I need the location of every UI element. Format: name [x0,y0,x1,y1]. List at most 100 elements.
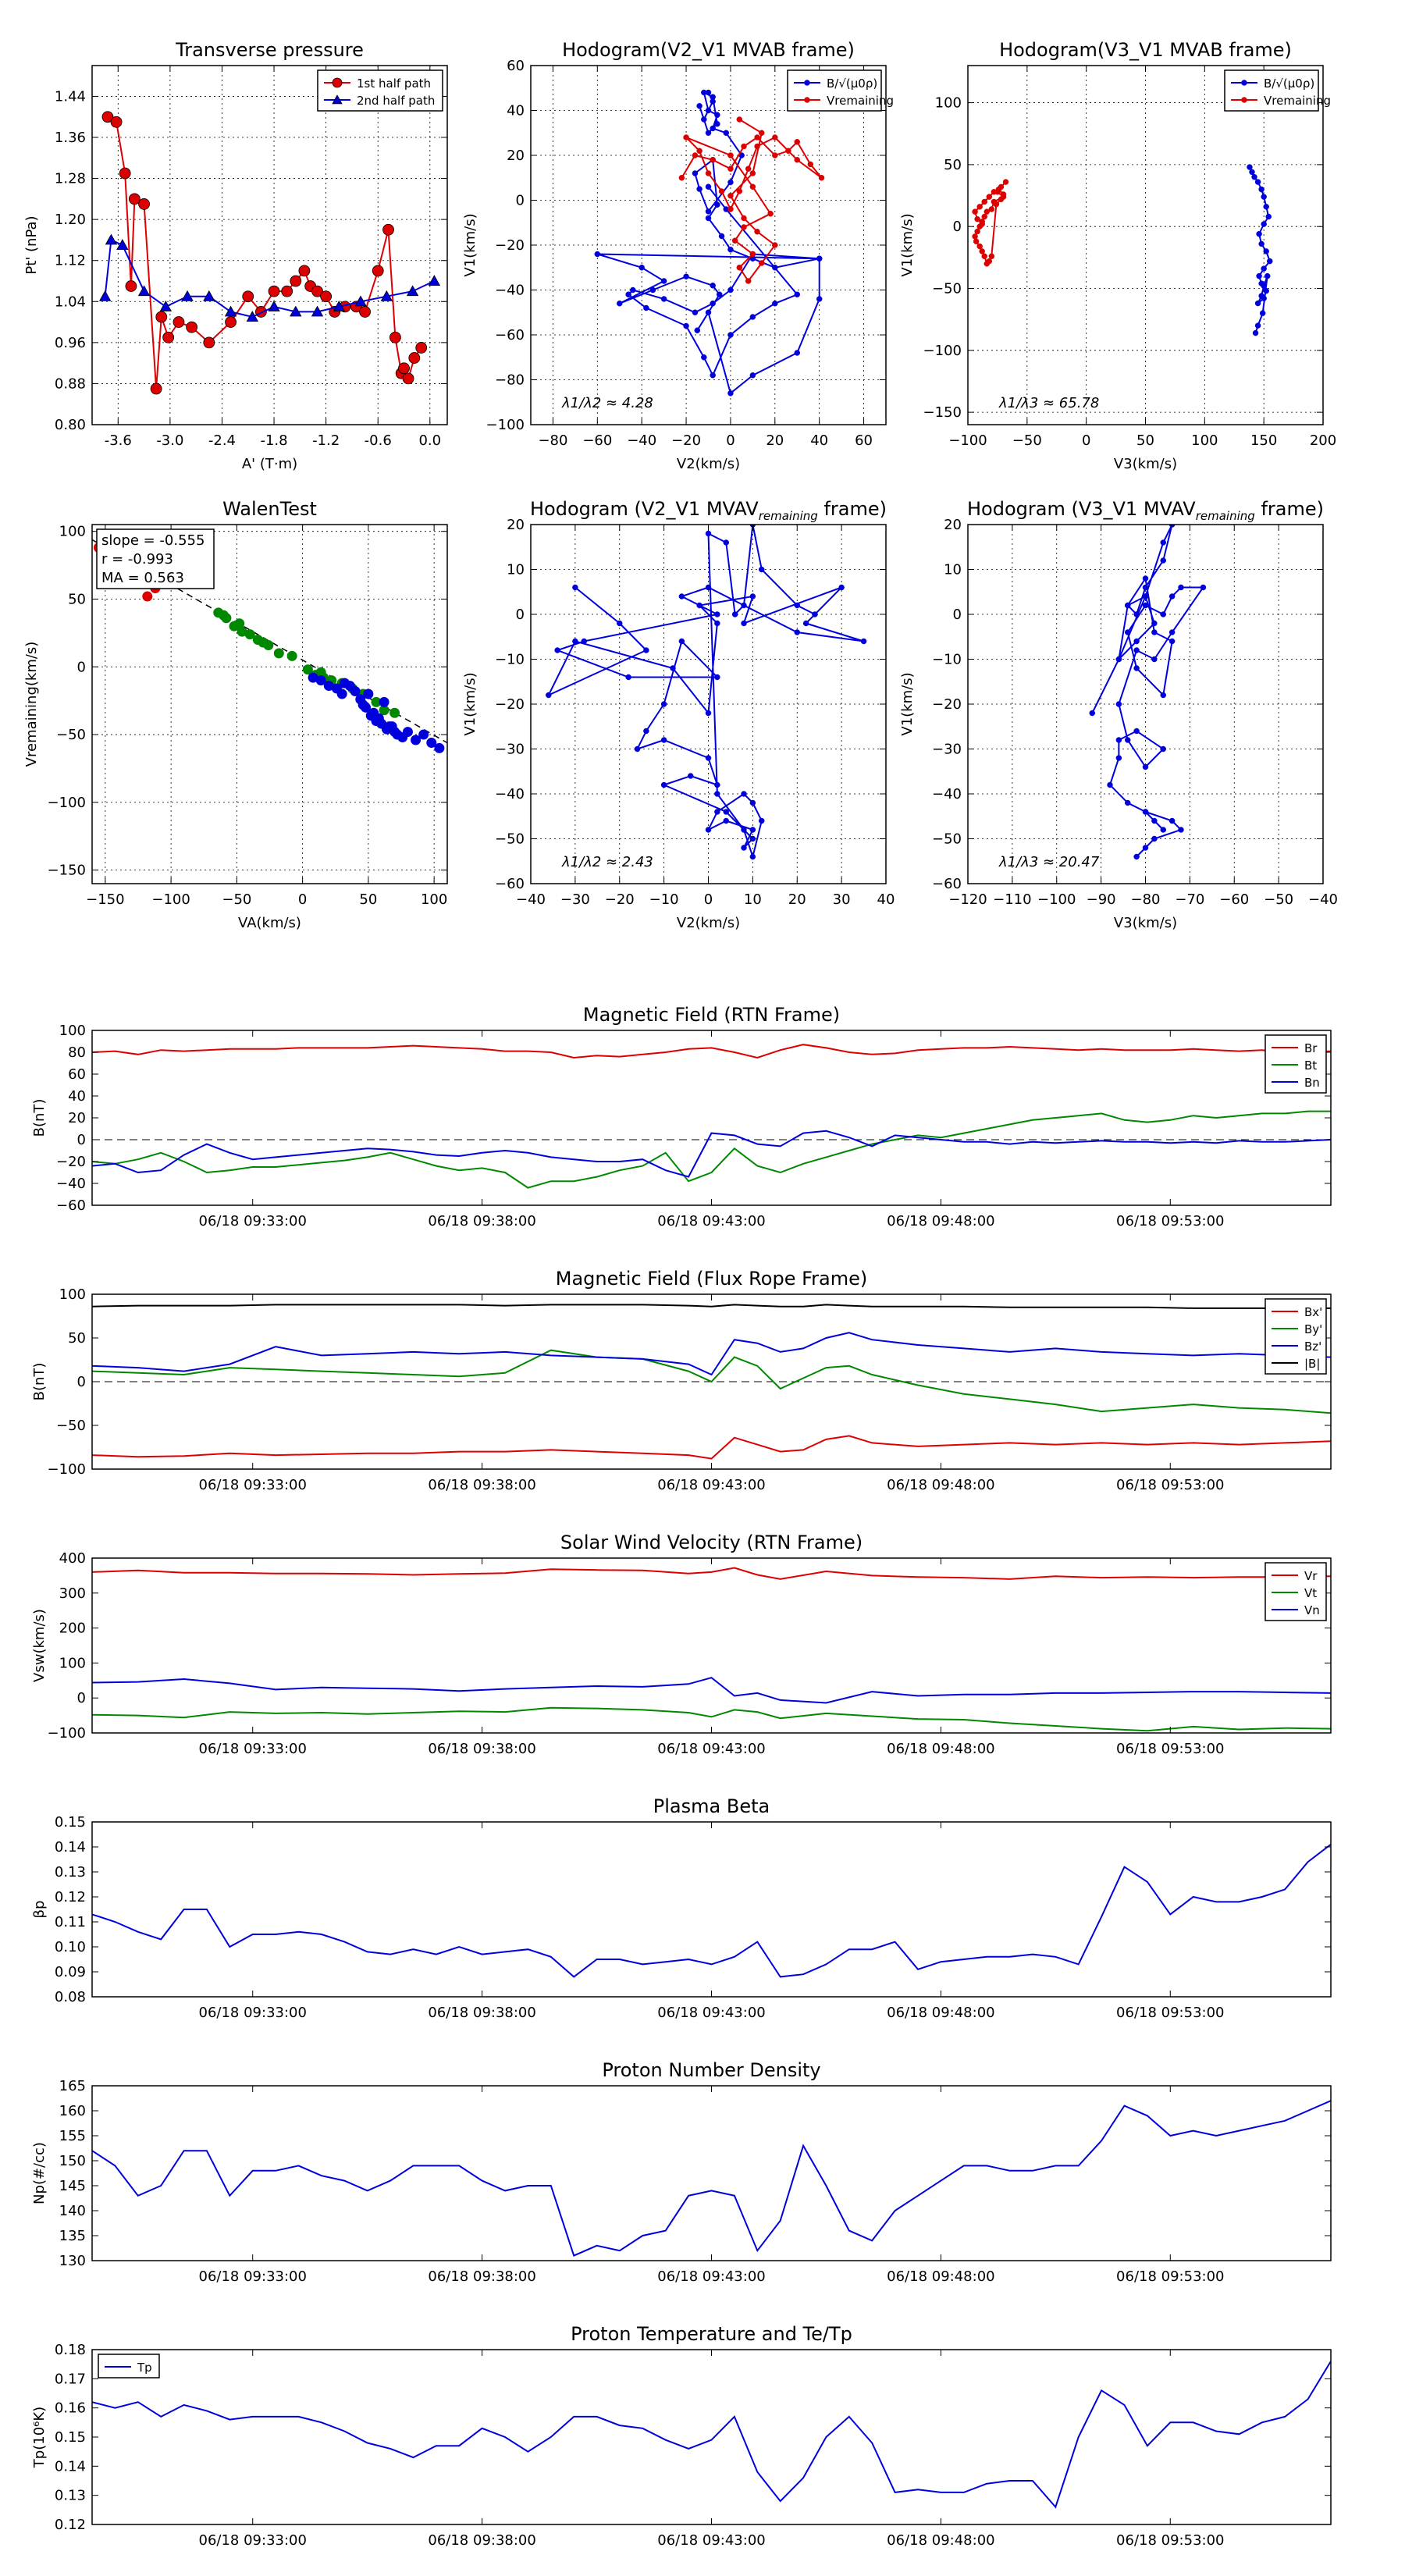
h21-xtick-label: −40 [627,432,656,449]
pt-series-1-point [246,311,258,322]
h21-series-0-point [705,107,712,114]
h21-frame [530,65,887,425]
h21r-series-0-point [723,539,729,546]
h21-series-1-point [741,215,747,222]
h21r-ylabel: V1(km/s) [462,672,478,735]
h21-series-1-point [727,152,734,158]
vsw-legend-label: Vn [1304,1603,1320,1617]
np-plot-area [92,2100,1331,2257]
h31r-ytick-label: 10 [944,562,962,578]
beta-xtick-label: 06/18 09:38:00 [428,2005,535,2021]
h21r-series-0-point [705,530,712,537]
h21-series-0-point [727,286,734,294]
h31-series-1-point [988,206,995,212]
h31r-series-0-point [1133,611,1140,617]
pt-series-1-point [311,305,324,317]
pt-ytick-label: 1.44 [55,88,86,105]
walen-xtick-label: 100 [421,891,447,908]
h21-series-0-point [701,89,707,96]
vsw-plot-area [92,1567,1331,1732]
h21-series-1-point [807,161,814,168]
vsw-legend: Vr Vt Vn [1264,1562,1327,1621]
pt-series-0-point [173,316,185,328]
h21r-ytick-label: −60 [495,876,525,892]
h21r-series-0-point [660,701,667,707]
h31-series-0-point [1256,272,1262,279]
pt-plot-area [98,111,441,395]
h21-series-0-point [710,372,716,379]
h31-series-0-point [1252,329,1259,336]
pt-xlabel: A' (T·m) [242,456,297,472]
h31-series-1-point [976,243,983,250]
h21r-series-0-point [794,602,800,609]
b_rtn-ylabel: B(nT) [31,1099,48,1137]
pt-series-1-line [104,238,435,318]
h31r-series-0-point [1168,638,1176,645]
h31-ytick-label: 0 [953,219,962,235]
h31r-title: Hodogram (V3_V1 MVAVremaining frame) [967,498,1324,523]
beta-ytick-label: 0.13 [55,1864,86,1880]
vsw-ytick-label: 200 [59,1621,86,1637]
h21-series-1-point [754,143,760,150]
h21-series-0-point [692,170,699,176]
h31r-ytick-label: −20 [932,696,962,713]
walen-series-2-point [363,688,374,699]
walen-series-2-point [344,681,355,692]
pt-ytick-label: 1.36 [55,130,86,146]
np-ytick-label: 150 [59,2153,86,2169]
b_rtn-ytick-label: 0 [77,1132,86,1148]
h31-series-1-point [1002,179,1009,185]
h31-legend-label: B/√(μ0ρ) [1264,76,1314,91]
h31-series-1-point [986,258,993,265]
walen-xtick-label: 0 [298,891,307,908]
tp-ytick-label: 0.14 [55,2458,86,2475]
b_rtn-xtick-label: 06/18 09:38:00 [428,1213,535,1229]
pt-series-1-point [333,301,345,311]
beta-ytick-label: 0.15 [55,1814,86,1831]
h21-series-0-point [705,208,712,215]
beta-xtick-label: 06/18 09:33:00 [199,2005,307,2021]
h21-series-0-point [749,314,756,320]
pt-series-0-point [119,167,131,180]
h21r-series-0-point [723,817,729,824]
walen-series-1-point [234,618,245,629]
pt-legend-label: 2nd half path [357,94,435,108]
walen-annotation-1: r = -0.993 [101,551,173,568]
h31r-series-0-point [1089,710,1095,717]
pt-series-0-point [408,352,421,364]
h21r-series-0-point [714,809,720,815]
h21-series-0-point [692,309,699,315]
h21r-ytick-label: 10 [507,562,525,578]
tp-ytick-label: 0.12 [55,2517,86,2533]
h31r-series-0-line [1091,525,1205,858]
h21r-series-0-point [741,620,747,627]
walen-series-2-point [315,675,326,686]
h21r-xtick-label: −20 [605,891,635,908]
tp-legend-label: Tp [137,2361,152,2375]
walen-series-2-point [426,737,437,748]
h21-series-1-point [767,211,774,217]
beta-frame [91,1821,1332,1998]
beta-ylabel: βp [31,1901,48,1919]
h31r-xtick-label: −50 [1264,891,1293,908]
h21-series-0-point [705,130,712,136]
h21-ytick-label: −20 [495,237,525,254]
walen-xtick-label: −100 [151,891,190,908]
h21r-series-0-point [634,745,641,753]
walen-xtick-label: −50 [222,891,251,908]
h21-title: Hodogram(V2_V1 MVAB frame) [562,39,855,61]
b_rtn-title: Magnetic Field (RTN Frame) [583,1004,840,1026]
h21-series-1-point [745,165,752,172]
np-ytick-label: 135 [59,2228,86,2244]
h21-series-0-point [660,296,667,302]
pt-series-1-point [268,301,280,311]
h21-series-1-point [754,229,760,235]
b_rtn-series-0-line [92,1044,1331,1059]
tp-series-0-line [92,2361,1331,2509]
h31-series-1-point [986,194,993,200]
h21-series-1-point [772,242,778,248]
h31r-series-0-point [1200,584,1207,591]
h31-legend-marker [1241,97,1247,103]
pt-xtick-label: -2.4 [208,432,236,449]
h21r-series-0-point [643,647,649,653]
